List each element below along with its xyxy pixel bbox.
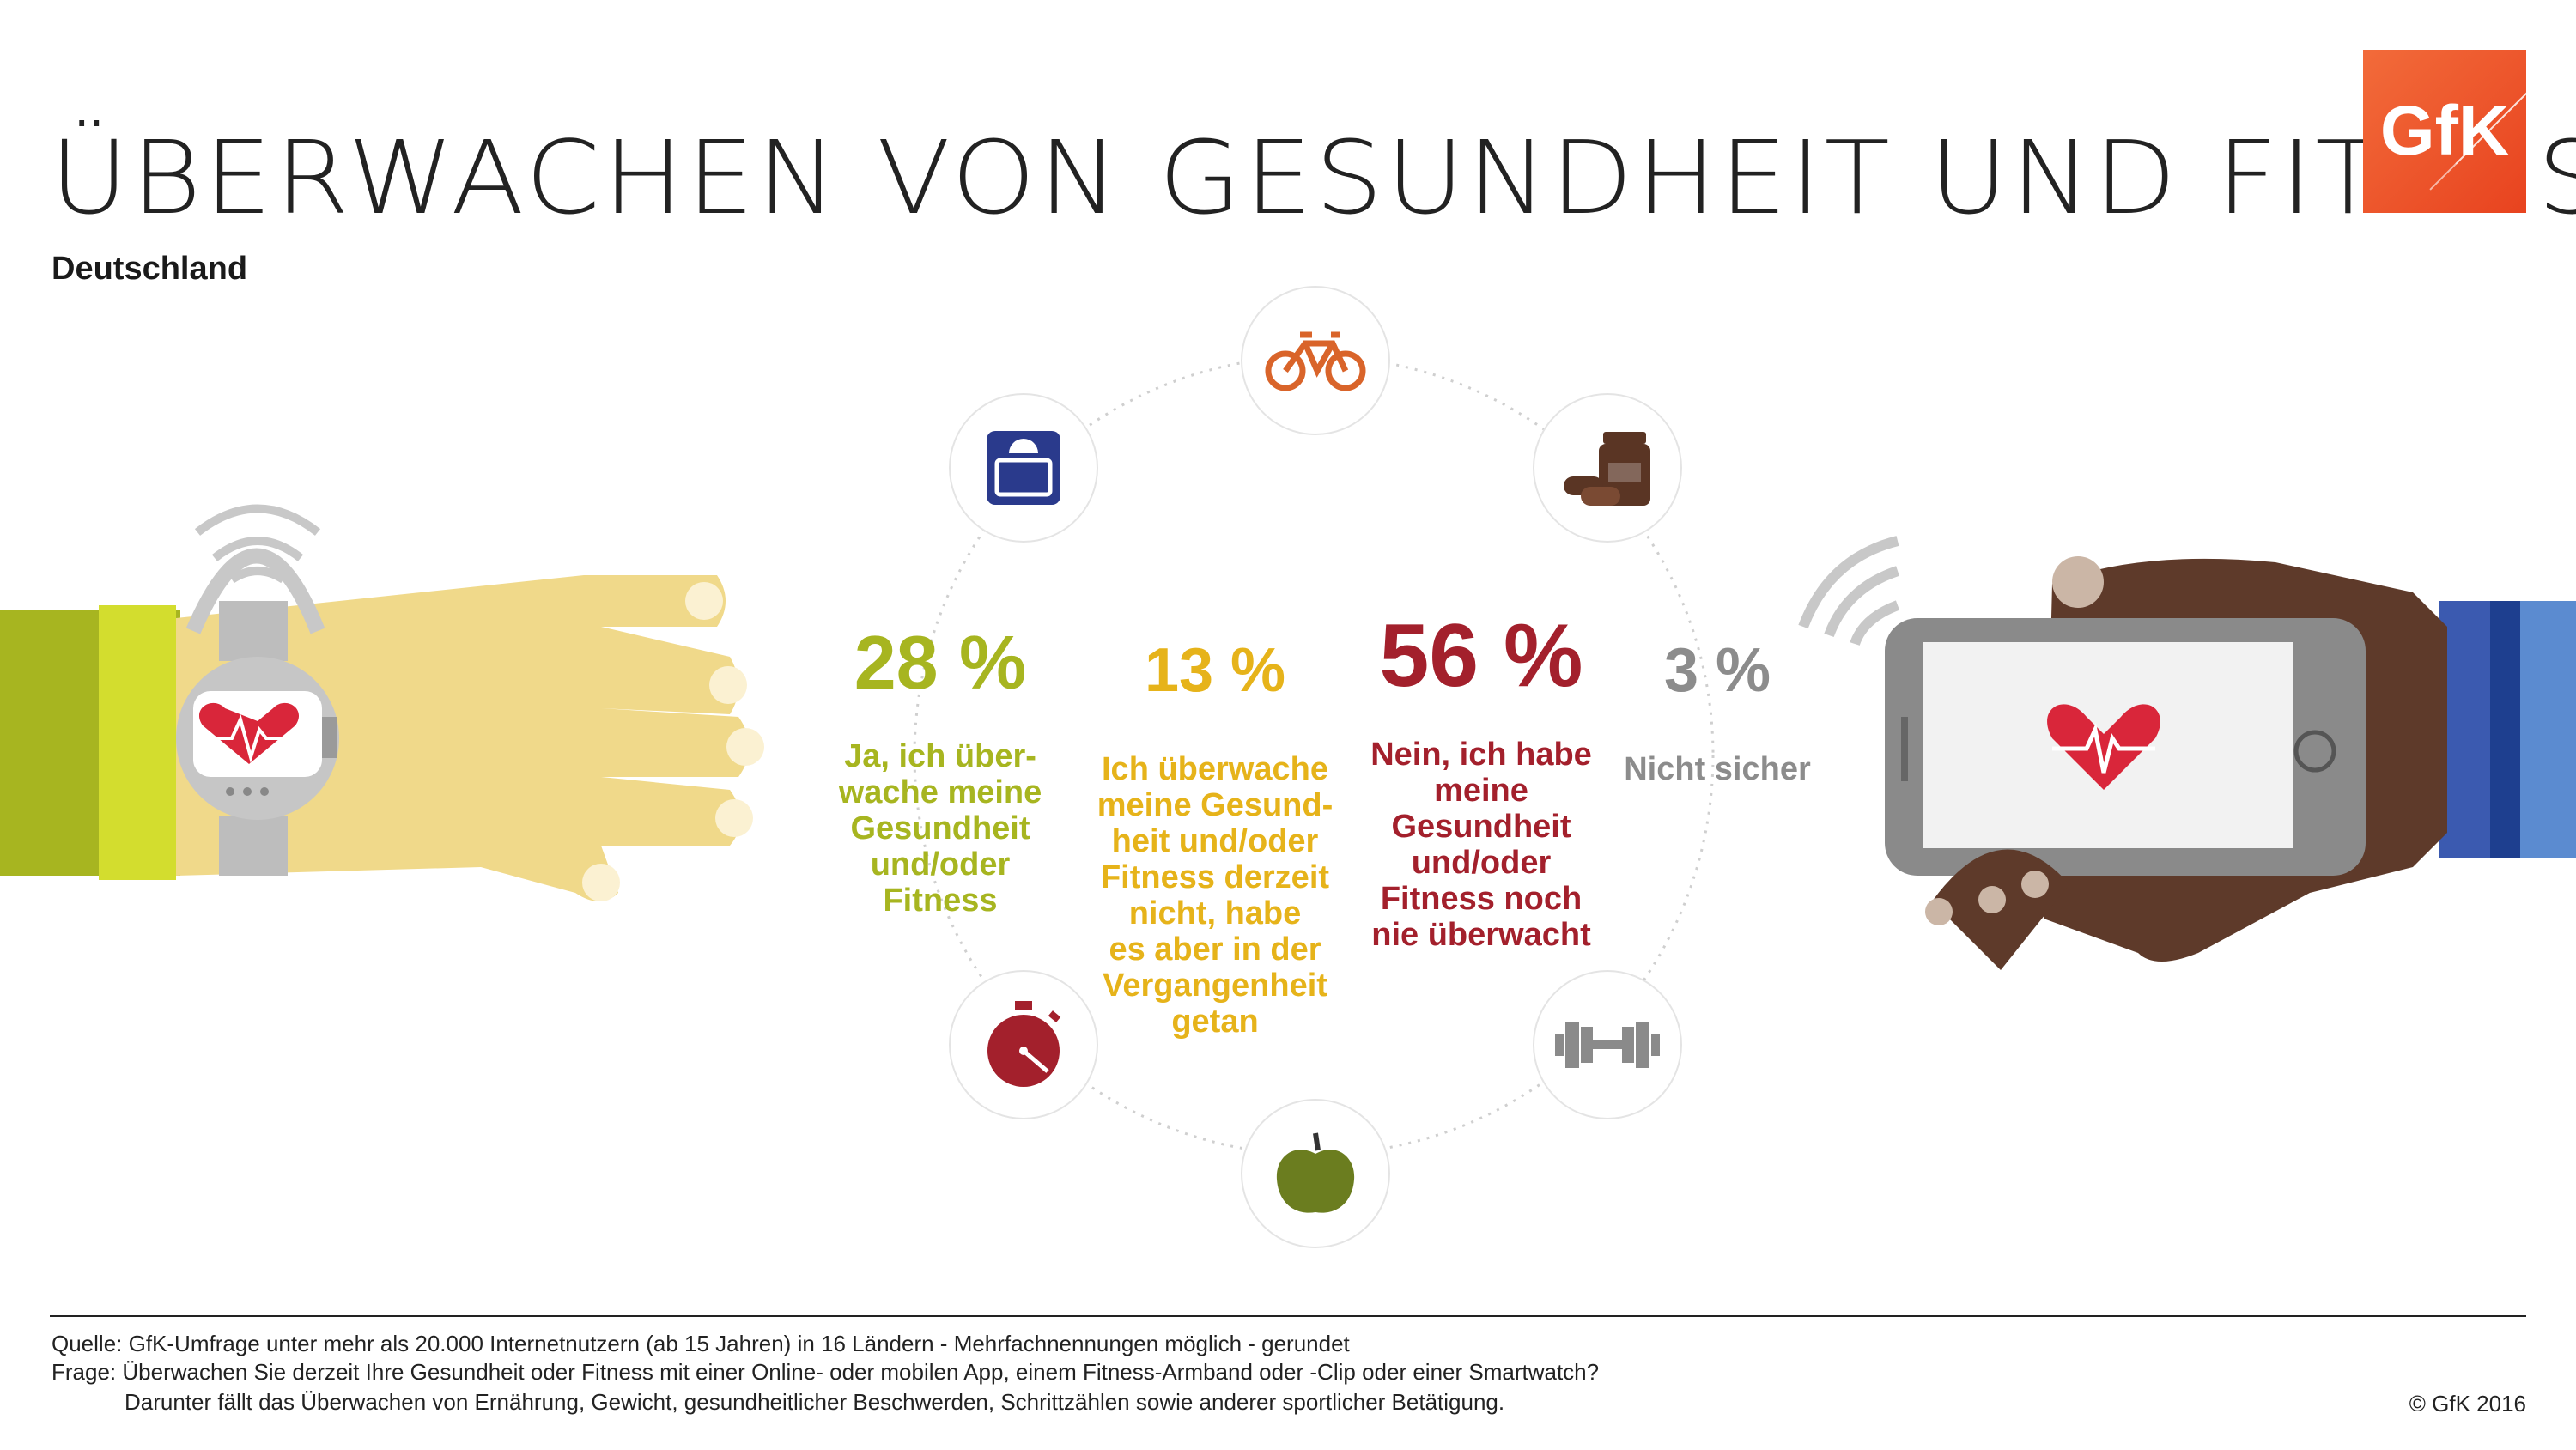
supplements-icon bbox=[1533, 393, 1682, 543]
hand-smartphone-illustration bbox=[1798, 536, 2576, 970]
page-title: ÜBERWACHEN VON GESUNDHEIT UND FITNESS bbox=[50, 118, 2576, 237]
gfk-logo: GfK bbox=[2363, 50, 2526, 213]
dumbbell-icon bbox=[1533, 970, 1682, 1119]
result-never-value: 56 % bbox=[1379, 606, 1583, 706]
bicycle-icon bbox=[1241, 286, 1390, 435]
result-unsure: 3 % Nicht sicher bbox=[1614, 640, 1820, 787]
result-never-label: Nein, ich habe meine Gesundheit und/oder… bbox=[1370, 737, 1592, 953]
stopwatch-icon bbox=[949, 970, 1098, 1119]
result-never: 56 % Nein, ich habe meine Gesundheit und… bbox=[1357, 611, 1606, 953]
apple-icon bbox=[1241, 1099, 1390, 1248]
result-past: 13 % Ich überwache meine Gesund- heit un… bbox=[1086, 640, 1344, 1040]
result-yes-value: 28 % bbox=[854, 620, 1027, 705]
footer-divider bbox=[50, 1315, 2526, 1317]
logo-text: GfK bbox=[2379, 92, 2510, 170]
result-past-value: 13 % bbox=[1144, 636, 1286, 705]
scale-icon bbox=[949, 393, 1098, 543]
country-subtitle: Deutschland bbox=[52, 251, 248, 287]
result-yes: 28 % Ja, ich über- wache meine Gesundhei… bbox=[824, 625, 1056, 919]
footer-note: Darunter fällt das Überwachen von Ernähr… bbox=[125, 1389, 1505, 1415]
footer-source: Quelle: GfK-Umfrage unter mehr als 20.00… bbox=[52, 1331, 1350, 1356]
result-yes-label: Ja, ich über- wache meine Gesundheit und… bbox=[838, 738, 1042, 919]
result-past-label: Ich überwache meine Gesund- heit und/ode… bbox=[1097, 751, 1334, 1040]
footer-question: Frage: Überwachen Sie derzeit Ihre Gesun… bbox=[52, 1359, 1600, 1385]
result-unsure-label: Nicht sicher bbox=[1624, 751, 1811, 787]
hand-smartwatch-illustration bbox=[0, 504, 764, 901]
copyright: © GfK 2016 bbox=[2409, 1391, 2526, 1417]
result-unsure-value: 3 % bbox=[1663, 636, 1771, 705]
